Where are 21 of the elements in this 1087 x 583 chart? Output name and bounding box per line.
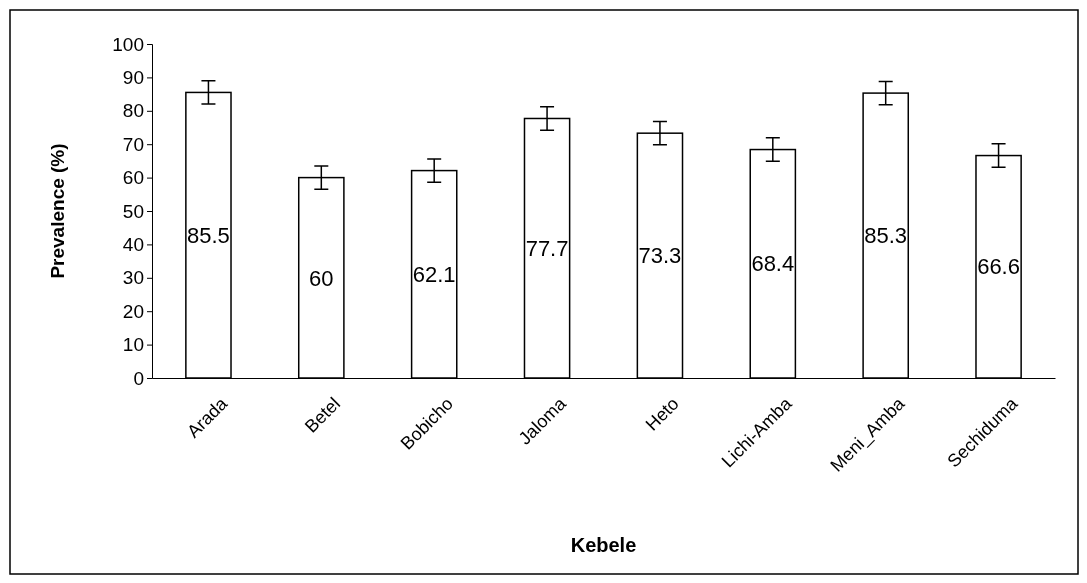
x-axis-title: Kebele: [570, 534, 637, 556]
y-tick-label: 20: [122, 300, 144, 322]
y-tick-label: 0: [133, 367, 144, 389]
y-tick-label: 30: [122, 267, 144, 289]
data-label: 62.1: [412, 261, 456, 287]
data-label: 68.4: [751, 251, 795, 277]
y-tick-label: 60: [122, 167, 144, 189]
data-label: 73.3: [638, 243, 682, 269]
y-tick-label: 50: [122, 200, 144, 222]
y-tick-label: 10: [122, 334, 144, 356]
y-axis-title: Prevalence (%): [47, 143, 68, 279]
y-tick-label: 70: [122, 133, 144, 155]
data-label: 85.3: [864, 223, 908, 249]
y-tick-label: 100: [112, 33, 144, 55]
y-tick-label: 40: [122, 233, 144, 255]
y-tick-label: 80: [122, 100, 144, 122]
data-label: 60: [309, 265, 334, 291]
data-label: 66.6: [977, 254, 1020, 280]
data-label: 77.7: [525, 235, 569, 261]
data-label: 85.5: [187, 222, 230, 248]
y-tick-label: 90: [122, 66, 144, 88]
